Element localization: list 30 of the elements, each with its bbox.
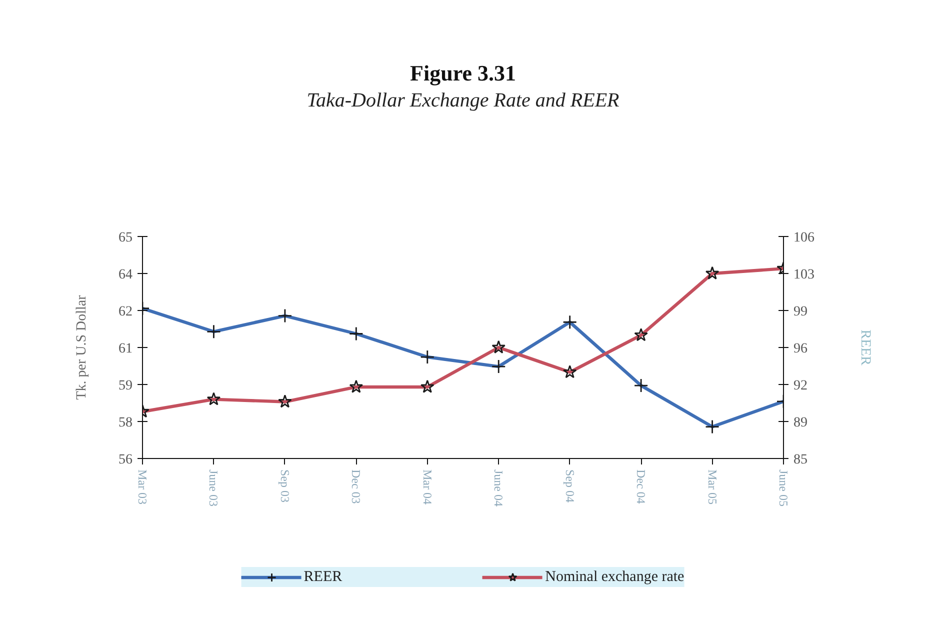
- y2-tick-label: 89: [794, 416, 808, 430]
- y-tick-label: 56: [118, 452, 132, 468]
- y-tick-label: 65: [118, 230, 132, 246]
- x-tick-label: Sep 03: [278, 470, 292, 502]
- x-tick-label: Sep 04: [562, 470, 577, 502]
- y2-tick-label: 92: [794, 378, 808, 394]
- y-tick-label: 59: [118, 378, 132, 394]
- y-tick-label: 61: [118, 342, 132, 356]
- y2-tick-label: 103: [794, 268, 814, 282]
- x-tick-label: Mar 04: [420, 470, 434, 504]
- legend-label: Nominal exchange rate: [545, 568, 684, 586]
- y2-tick-label: 96: [794, 342, 808, 356]
- x-tick-label: Dec 03: [349, 470, 364, 504]
- x-tick-label: June 05: [776, 470, 790, 506]
- legend-label: REER: [304, 568, 342, 586]
- y2-tick-label: 106: [794, 230, 814, 246]
- y2-tick-label: 99: [794, 304, 808, 320]
- chart-subtitle: Taka-Dollar Exchange Rate and REER: [306, 90, 620, 112]
- x-tick-label: Mar 03: [136, 470, 150, 504]
- chart-title: Figure 3.31: [410, 60, 516, 86]
- y2-axis-title: REER: [858, 330, 872, 366]
- x-tick-label: Mar 05: [705, 470, 720, 504]
- y2-tick-label: 85: [794, 452, 808, 468]
- y-tick-label: 64: [118, 268, 132, 282]
- y-tick-label: 62: [118, 304, 132, 320]
- y-tick-label: 58: [118, 416, 132, 430]
- x-tick-label: Dec 04: [634, 470, 648, 504]
- x-tick-label: June 03: [206, 470, 221, 506]
- x-tick-label: June 04: [492, 470, 506, 506]
- y-axis-title: Tk. per U.S Dollar: [74, 294, 90, 400]
